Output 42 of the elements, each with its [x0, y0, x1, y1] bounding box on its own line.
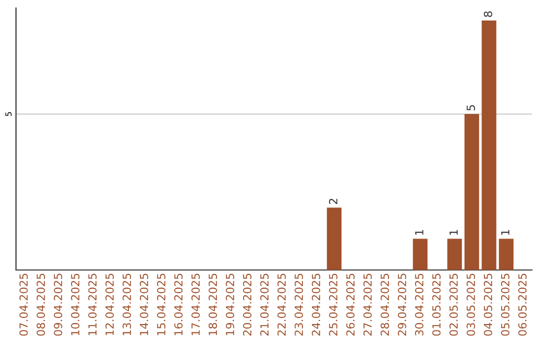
- x-tick-label: 17.04.2025: [191, 274, 200, 336]
- x-tick-label: 22.04.2025: [277, 274, 286, 336]
- x-tick-label: 16.04.2025: [174, 274, 183, 336]
- data-label: 8: [484, 11, 492, 17]
- x-tick-label: 21.04.2025: [260, 274, 269, 336]
- x-tick-label: 26.04.2025: [346, 274, 355, 336]
- data-label: 1: [415, 230, 424, 235]
- x-tick-label: 27.04.2025: [363, 274, 372, 336]
- x-tick-label: 02.05.2025: [449, 274, 458, 336]
- x-tick-label: 24.04.2025: [312, 274, 320, 336]
- x-tick-label: 05.05.2025: [501, 274, 510, 336]
- x-tick-label: 01.05.2025: [432, 274, 441, 336]
- x-tick-label: 10.04.2025: [71, 274, 80, 336]
- bar: [482, 20, 496, 270]
- x-tick-label: 07.04.2025: [19, 274, 28, 336]
- x-tick-label: 11.04.2025: [88, 274, 97, 336]
- x-tick-label: 08.04.2025: [36, 274, 46, 336]
- x-tick-label: 03.05.2025: [466, 274, 476, 336]
- data-label: 5: [466, 105, 476, 110]
- x-tick-label: 23.04.2025: [294, 274, 304, 336]
- x-tick-label: 19.04.2025: [226, 274, 234, 336]
- bar: [464, 114, 480, 270]
- x-tick-label: 18.04.2025: [208, 274, 218, 336]
- data-label: 1: [501, 230, 510, 235]
- x-tick-label: 20.04.2025: [243, 274, 252, 336]
- x-tick-label: 09.04.2025: [54, 274, 62, 336]
- x-tick-label: 12.04.2025: [105, 274, 114, 336]
- x-tick-label: 28.04.2025: [380, 274, 390, 336]
- x-tick-label: 13.04.2025: [122, 274, 132, 336]
- x-tick-label: 06.05.2025: [518, 274, 527, 336]
- x-tick-label: 29.04.2025: [398, 274, 406, 336]
- x-tick-label: 15.04.2025: [157, 274, 166, 336]
- x-tick-label: 30.04.2025: [415, 274, 424, 336]
- bar: [498, 238, 514, 270]
- x-tick-label: 25.04.2025: [329, 274, 338, 336]
- bar: [412, 238, 428, 270]
- bar: [326, 208, 342, 270]
- data-label: 1: [450, 230, 458, 235]
- x-tick-label: 14.04.2025: [140, 274, 148, 336]
- bar: [447, 238, 462, 270]
- x-tick-label: 04.05.2025: [484, 274, 492, 336]
- data-label: 2: [329, 198, 338, 204]
